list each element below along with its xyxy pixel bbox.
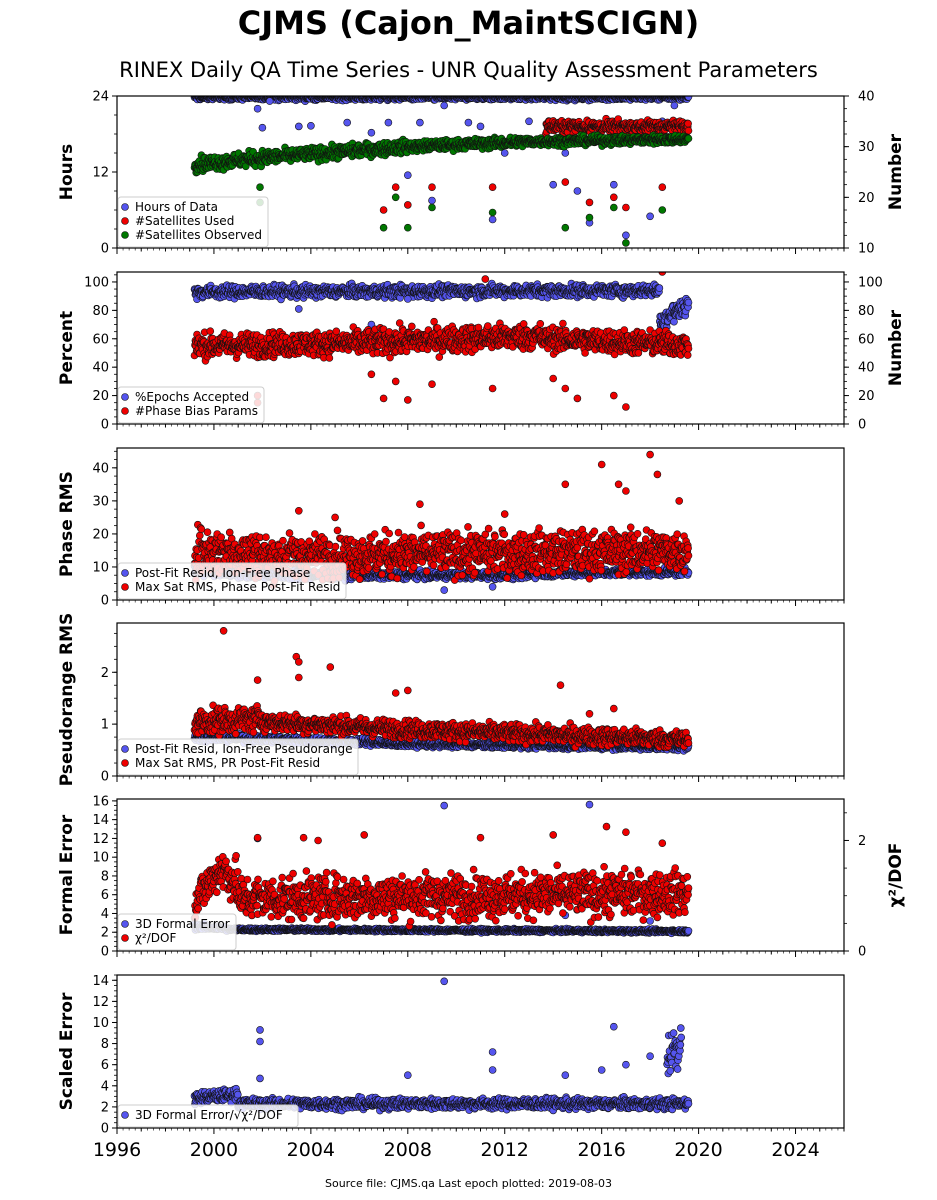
y2tick-label: 30 bbox=[858, 140, 875, 155]
outlier-1-3-4 bbox=[403, 223, 412, 232]
outlier-2-1-2 bbox=[403, 295, 412, 303]
y2tick-label: 10 bbox=[858, 242, 875, 257]
outlier-1-1-4 bbox=[307, 122, 315, 130]
outlier-1-1-13 bbox=[464, 118, 473, 127]
outlier-1-1-20 bbox=[573, 187, 582, 195]
point-1-2-0-353 bbox=[684, 126, 693, 135]
outlier-1-1-3 bbox=[294, 122, 303, 131]
outlier-1-3-8 bbox=[585, 213, 594, 222]
outlier-1-1-6 bbox=[367, 128, 376, 137]
outlier-1-2-0 bbox=[379, 206, 388, 214]
outlier-2-1-0 bbox=[294, 305, 303, 313]
outlier-1-1-17 bbox=[525, 117, 533, 126]
outlier-1-3-2 bbox=[379, 223, 388, 232]
outlier-1-2-7 bbox=[609, 193, 618, 202]
legend-label: #Satellites Used bbox=[135, 214, 234, 228]
y2tick-label: 40 bbox=[858, 90, 875, 105]
outlier-1-3-10 bbox=[622, 239, 630, 247]
point-2-2-1-104 bbox=[385, 328, 394, 336]
legend-label: #Satellites Observed bbox=[135, 228, 262, 242]
panel-2: 020406080100020406080100NumberPercent%Ep… bbox=[57, 271, 906, 433]
ytick-label: 0 bbox=[101, 242, 109, 257]
point-1-1-0-1223 bbox=[684, 96, 693, 101]
outlier-1-3-3 bbox=[391, 193, 400, 202]
legend-label: Hours of Data bbox=[135, 200, 218, 214]
outlier-1-1-5 bbox=[343, 118, 352, 127]
outlier-1-2-5 bbox=[561, 178, 570, 186]
outlier-1-1-15 bbox=[488, 215, 497, 224]
outlier-1-1-12 bbox=[440, 101, 449, 110]
outlier-1-3-1 bbox=[256, 183, 264, 191]
point-2-2-0-334 bbox=[325, 354, 334, 362]
y2tick-label: 20 bbox=[858, 191, 875, 206]
panel-2-markers bbox=[190, 272, 693, 411]
panel-1-legend: Hours of Data#Satellites Used#Satellites… bbox=[117, 196, 269, 248]
point-2-1-1-35 bbox=[670, 317, 678, 326]
outlier-1-1-9 bbox=[403, 171, 412, 179]
outlier-1-1-10 bbox=[416, 118, 424, 127]
page-title: CJMS (Cajon_MaintSCIGN) bbox=[237, 4, 700, 42]
outlier-1-1-0 bbox=[253, 104, 262, 113]
page-subtitle: RINEX Daily QA Time Series - UNR Quality… bbox=[119, 58, 818, 82]
legend-marker bbox=[121, 217, 129, 225]
y2-axis-label: Number bbox=[886, 133, 906, 210]
outlier-1-1-2 bbox=[265, 97, 274, 105]
outlier-1-1-22 bbox=[609, 180, 618, 189]
legend-marker bbox=[121, 203, 129, 211]
ytick-label: 24 bbox=[92, 90, 109, 105]
outlier-1-1-24 bbox=[646, 212, 654, 221]
legend-marker bbox=[121, 231, 129, 239]
point-2-1-0-1151 bbox=[655, 284, 664, 292]
outlier-1-3-7 bbox=[561, 223, 570, 232]
outlier-1-1-18 bbox=[549, 180, 558, 189]
outlier-1-1-19 bbox=[561, 149, 570, 157]
outlier-1-1-1 bbox=[258, 123, 267, 132]
outlier-1-3-11 bbox=[658, 206, 667, 214]
point-1-2-0-352 bbox=[684, 119, 692, 128]
outlier-1-3-9 bbox=[609, 203, 618, 212]
y-axis-label: Hours bbox=[57, 144, 77, 201]
outlier-1-2-4 bbox=[488, 183, 497, 191]
ytick-label: 12 bbox=[92, 166, 109, 181]
outlier-1-1-26 bbox=[670, 101, 679, 110]
point-2-2-0-351 bbox=[332, 327, 341, 336]
point-1-3-3-395 bbox=[684, 134, 693, 143]
outlier-1-2-1 bbox=[391, 183, 400, 191]
point-2-2-1-325 bbox=[474, 323, 483, 332]
panel-1-markers bbox=[190, 96, 693, 247]
outlier-1-1-14 bbox=[476, 122, 485, 131]
legend-box bbox=[117, 196, 269, 248]
outlier-1-1-7 bbox=[384, 118, 393, 127]
outlier-1-1-16 bbox=[500, 149, 509, 157]
outlier-1-2-2 bbox=[403, 201, 412, 209]
point-2-2-1-160 bbox=[407, 322, 416, 331]
outlier-1-2-6 bbox=[585, 198, 594, 207]
outlier-1-1-23 bbox=[622, 231, 630, 240]
outlier-1-2-8 bbox=[622, 203, 630, 212]
outlier-1-2-3 bbox=[428, 183, 436, 191]
outlier-1-2-9 bbox=[658, 183, 667, 191]
outlier-1-3-6 bbox=[488, 208, 497, 217]
outlier-1-1-11 bbox=[428, 196, 436, 205]
point-2-1-1-71 bbox=[684, 298, 693, 307]
outlier-1-3-5 bbox=[428, 203, 436, 212]
point-2-2-0-39 bbox=[206, 327, 215, 336]
